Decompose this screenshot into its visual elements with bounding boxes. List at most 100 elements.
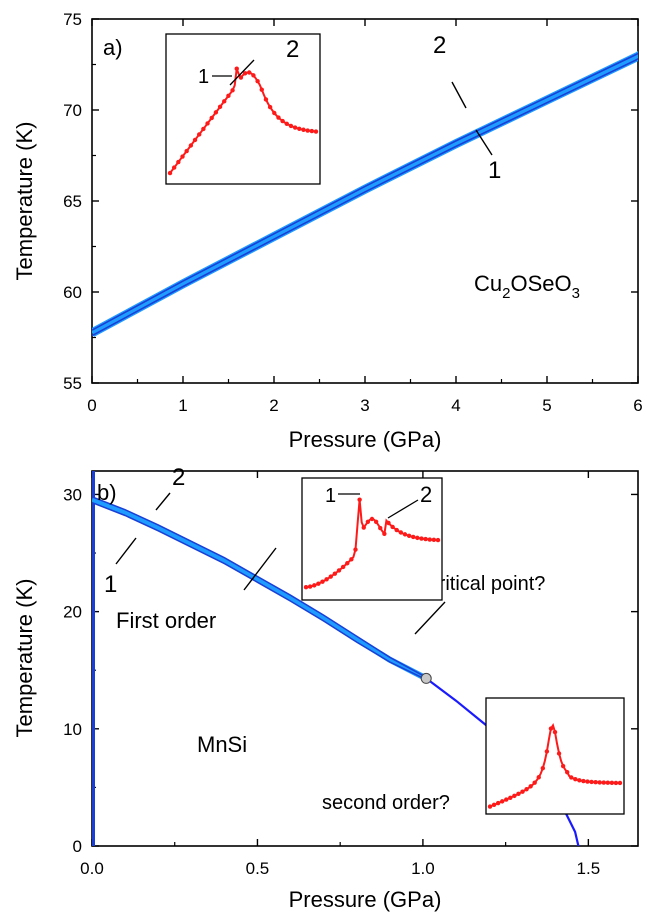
inset-a-curve-point <box>284 121 289 126</box>
inset-b1-curve-point <box>316 581 321 586</box>
inset-label-2-b: 2 <box>420 482 432 507</box>
inset-b1-curve-point <box>332 571 338 576</box>
y-tick-labels-a: 55 60 65 70 75 <box>63 10 82 393</box>
inset-b2 <box>485 697 625 815</box>
inset-b2-curve-point <box>585 779 590 784</box>
inset-a-curve-point <box>263 97 269 102</box>
inset-b1-curve-point <box>369 516 375 522</box>
inset-b1-curve-point <box>303 585 309 590</box>
inset-b2-curve-point <box>495 800 501 806</box>
inset-b2-curve-point <box>532 780 537 785</box>
inset-a-curve-point <box>292 125 298 130</box>
x-tick-label-b: 0.0 <box>80 859 104 878</box>
inset-frame-a <box>165 33 321 185</box>
x-tick-label-b: 1.0 <box>411 859 435 878</box>
inset-b2-curve-point <box>609 780 615 786</box>
inset-a-curve-point <box>238 75 244 80</box>
x-tick-label-a: 4 <box>451 396 460 415</box>
inset-a-curve-point <box>226 93 231 99</box>
x-tick-label-b: 0.5 <box>246 859 270 878</box>
inset-a-curve-point <box>188 143 194 148</box>
inset-b2-curve-point <box>593 780 598 785</box>
inset-label-1-b: 1 <box>325 485 336 507</box>
inset-b1-curve-point <box>357 497 362 502</box>
inset-a-curve-point <box>242 71 248 76</box>
leader-line-1-b <box>115 537 137 565</box>
inset-a-curve-point <box>267 104 273 110</box>
inset-b2-curve-point <box>491 802 497 808</box>
inset-a-curve-point <box>171 165 177 170</box>
inset-a-curve-point <box>217 104 223 110</box>
inset-b1-curve-point <box>328 574 333 579</box>
inset-b1-curve-point <box>406 533 412 539</box>
inset-b2-curve-point <box>605 780 611 785</box>
inset-a-curve-point <box>272 110 277 116</box>
inset-b1-curve-point <box>415 535 420 541</box>
inset-b2-curve-point <box>601 780 606 785</box>
inset-b2-curve-point <box>577 778 582 783</box>
material-label-a: Cu2OSeO3 <box>474 271 580 302</box>
inset-leader-2-a <box>229 59 255 86</box>
inset-b2-curve-point <box>556 751 562 756</box>
first-order-band-b <box>92 496 428 682</box>
inset-a-curve-point <box>234 66 239 71</box>
inset-a-curve-point <box>184 148 189 154</box>
inset-b2-curve-point <box>487 804 493 809</box>
inset-curve-a <box>167 66 319 176</box>
inset-b1-curve-point <box>386 520 391 526</box>
inset-b2-curve-point <box>504 797 509 802</box>
series-label-2-b: 2 <box>172 464 185 491</box>
inset-b1-curve-point <box>365 519 371 525</box>
inset-b2-curve-point <box>581 778 586 784</box>
x-tick-labels-a: 0 1 2 3 4 5 6 <box>87 396 642 415</box>
inset-b2-curve-point <box>573 777 578 782</box>
data-layer-a <box>92 50 638 337</box>
inset-a-curve-point <box>205 121 210 126</box>
inset-a: 1 2 <box>165 33 321 185</box>
y-axis-label-a: Temperature (K) <box>12 122 37 281</box>
y-tick-label-a: 75 <box>63 10 82 29</box>
inset-b1-curve-point <box>411 534 416 540</box>
inset-b2-curve-point <box>552 729 558 735</box>
inset-label-1-a: 1 <box>198 66 209 88</box>
panel-label-a: a) <box>103 35 123 60</box>
inset-a-curve-point <box>305 128 310 133</box>
inset-b1-curve-point <box>427 537 432 542</box>
series-label-1-a: 1 <box>488 157 501 184</box>
inset-a-curve-point <box>297 126 302 131</box>
y-tick-label-a: 60 <box>63 283 82 302</box>
leader-line-2-b <box>155 492 171 511</box>
inset-b1-curve-point <box>353 547 358 552</box>
inset-b1-curve-point <box>320 579 325 584</box>
inset-b2-curve-point <box>516 791 521 797</box>
y-tick-labels-b: 0 10 20 30 <box>63 485 82 856</box>
inset-b2-curve-point <box>524 787 529 792</box>
inset-b1-curve-point <box>435 537 441 543</box>
x-axis-label-b: Pressure (GPa) <box>289 887 442 912</box>
inset-a-curve-point <box>230 88 235 93</box>
tricritical-leader <box>414 601 446 635</box>
inset-b2-curve-point <box>569 775 574 780</box>
x-tick-label-a: 2 <box>269 396 278 415</box>
inset-b1-curve-point <box>349 557 354 562</box>
inset-b2-curve-point <box>597 780 602 785</box>
inset-curve-b1 <box>303 497 441 590</box>
inset-b2-curve-point <box>617 780 623 786</box>
x-tick-label-a: 1 <box>178 396 187 415</box>
inset-a-curve-point <box>247 70 252 75</box>
inset-b1-curve-point <box>398 530 404 535</box>
inset-b2-curve-point <box>564 769 570 775</box>
inset-a-curve-point <box>192 137 198 143</box>
inset-b1-curve-point <box>340 564 346 570</box>
series-line-1-a <box>92 58 638 337</box>
inset-b2-curve-point <box>540 766 546 771</box>
x-tick-label-a: 5 <box>542 396 551 415</box>
inset-frame-b2 <box>485 697 625 815</box>
inset-b2-curve-point <box>536 775 541 780</box>
material-label-b: MnSi <box>197 732 247 757</box>
tricritical-point-marker <box>420 672 432 684</box>
y-tick-label-a: 65 <box>63 192 82 211</box>
y-tick-label-b: 10 <box>63 720 82 739</box>
inset-curve-b2 <box>487 723 623 809</box>
